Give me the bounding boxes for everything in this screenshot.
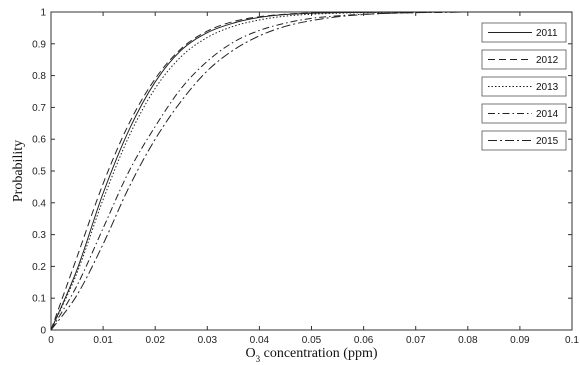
x-tick-label: 0.09 xyxy=(510,335,530,346)
x-axis-title: O3 concentration (ppm) xyxy=(245,346,377,364)
y-tick-label: 0.7 xyxy=(32,103,46,114)
y-tick-label: 0.4 xyxy=(32,198,46,209)
x-tick-label: 0.01 xyxy=(93,335,113,346)
x-axis: 0 0.01 0.02 0.03 0.04 0.05 0.06 0.07 0.08 0.09 0.1 xyxy=(48,12,579,346)
y-tick-label: 0.2 xyxy=(32,262,46,273)
y-tick-label: 0.8 xyxy=(32,71,46,82)
y-tick-label: 0.6 xyxy=(32,135,46,146)
y-tick-label: 0.9 xyxy=(32,39,46,50)
y-tick-label: 0.1 xyxy=(32,294,46,305)
legend-label: 2014 xyxy=(536,109,559,120)
legend: 2011 2012 2013 2014 2015 xyxy=(481,22,567,151)
y-axis-title: Probability xyxy=(11,140,26,202)
legend-label: 2011 xyxy=(536,28,558,39)
x-tick-label: 0.08 xyxy=(458,335,478,346)
legend-label: 2012 xyxy=(536,55,559,66)
x-tick-label: 0.02 xyxy=(145,335,165,346)
x-tick-label: 0.05 xyxy=(302,335,322,346)
series-line-2013 xyxy=(50,11,572,331)
series-line-2012 xyxy=(50,11,572,331)
series-lines xyxy=(50,11,572,331)
y-tick-label: 0 xyxy=(40,326,46,337)
x-tick-label: 0.1 xyxy=(565,335,579,346)
y-axis: 0 0.1 0.2 0.3 0.4 0.5 0.6 0.7 0.8 0.9 1 xyxy=(32,8,572,337)
y-tick-label: 0.5 xyxy=(32,167,46,178)
x-tick-label: 0 xyxy=(48,335,54,346)
x-tick-label: 0.06 xyxy=(354,335,374,346)
legend-label: 2013 xyxy=(536,82,559,93)
x-tick-label: 0.07 xyxy=(406,335,426,346)
y-tick-label: 0.3 xyxy=(32,230,46,241)
series-line-2015 xyxy=(50,11,572,331)
legend-label: 2015 xyxy=(536,136,559,147)
series-line-2014 xyxy=(50,11,572,331)
x-tick-label: 0.04 xyxy=(250,335,270,346)
x-tick-label: 0.03 xyxy=(198,335,218,346)
y-tick-label: 1 xyxy=(40,8,46,19)
